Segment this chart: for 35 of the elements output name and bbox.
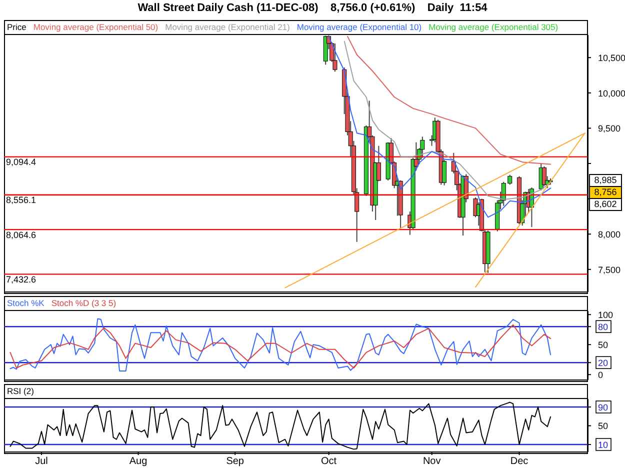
text: Moving average (Exponential 10) [296, 21, 422, 33]
ref-line-label: 8,064.6 [6, 230, 36, 240]
x-tick-label: Sep [226, 456, 244, 468]
y-tick-label: 10,500 [598, 53, 625, 64]
legend-label: Moving average (Exponential 305) [428, 21, 558, 33]
y-tick-label: 50 [598, 421, 608, 432]
legend-title: RSI (2) [7, 385, 34, 397]
y-tick-label: 20 [598, 358, 608, 368]
ref-line-label: 7,432.6 [6, 274, 36, 285]
text: 8,756 [589, 186, 622, 199]
y-tick-label: 7,500 [598, 264, 621, 275]
text: 8,985 [589, 174, 622, 187]
x-tick-label: Nov [422, 456, 441, 468]
x-tick-label: Dec [510, 456, 528, 468]
text: Moving average (Exponential 21) [165, 21, 290, 33]
text: Stoch %K [7, 297, 44, 309]
text: Stoch %D (3 3 5) [51, 297, 116, 309]
y-tick-label: 80 [598, 322, 608, 332]
legend-title: Price [7, 21, 26, 33]
ref-line-label: 9,094.4 [6, 157, 36, 168]
y-tick-label: 50 [598, 340, 608, 350]
ref-line-label: 8,556.1 [6, 195, 36, 206]
chart-title: Wall Street Daily Cash (11-DEC-08) 8,756.0 (+0.61%) Daily 11:54 [136, 2, 488, 14]
y-tick-label: 10 [598, 440, 608, 450]
y-tick-label: 90 [598, 402, 608, 412]
x-tick-label: Oct [321, 456, 337, 468]
text: Moving average (Exponential 50) [33, 21, 158, 33]
y-tick-label: 8,000 [598, 230, 621, 240]
y-tick-label: 10,000 [598, 88, 625, 98]
y-tick-label: 100 [598, 310, 614, 320]
y-tick-label: 0 [598, 370, 604, 380]
x-tick-label: Jul [35, 456, 48, 468]
y-tick-label: 9,500 [598, 124, 621, 134]
text: 8,602 [589, 198, 622, 211]
x-tick-label: Aug [129, 456, 148, 468]
